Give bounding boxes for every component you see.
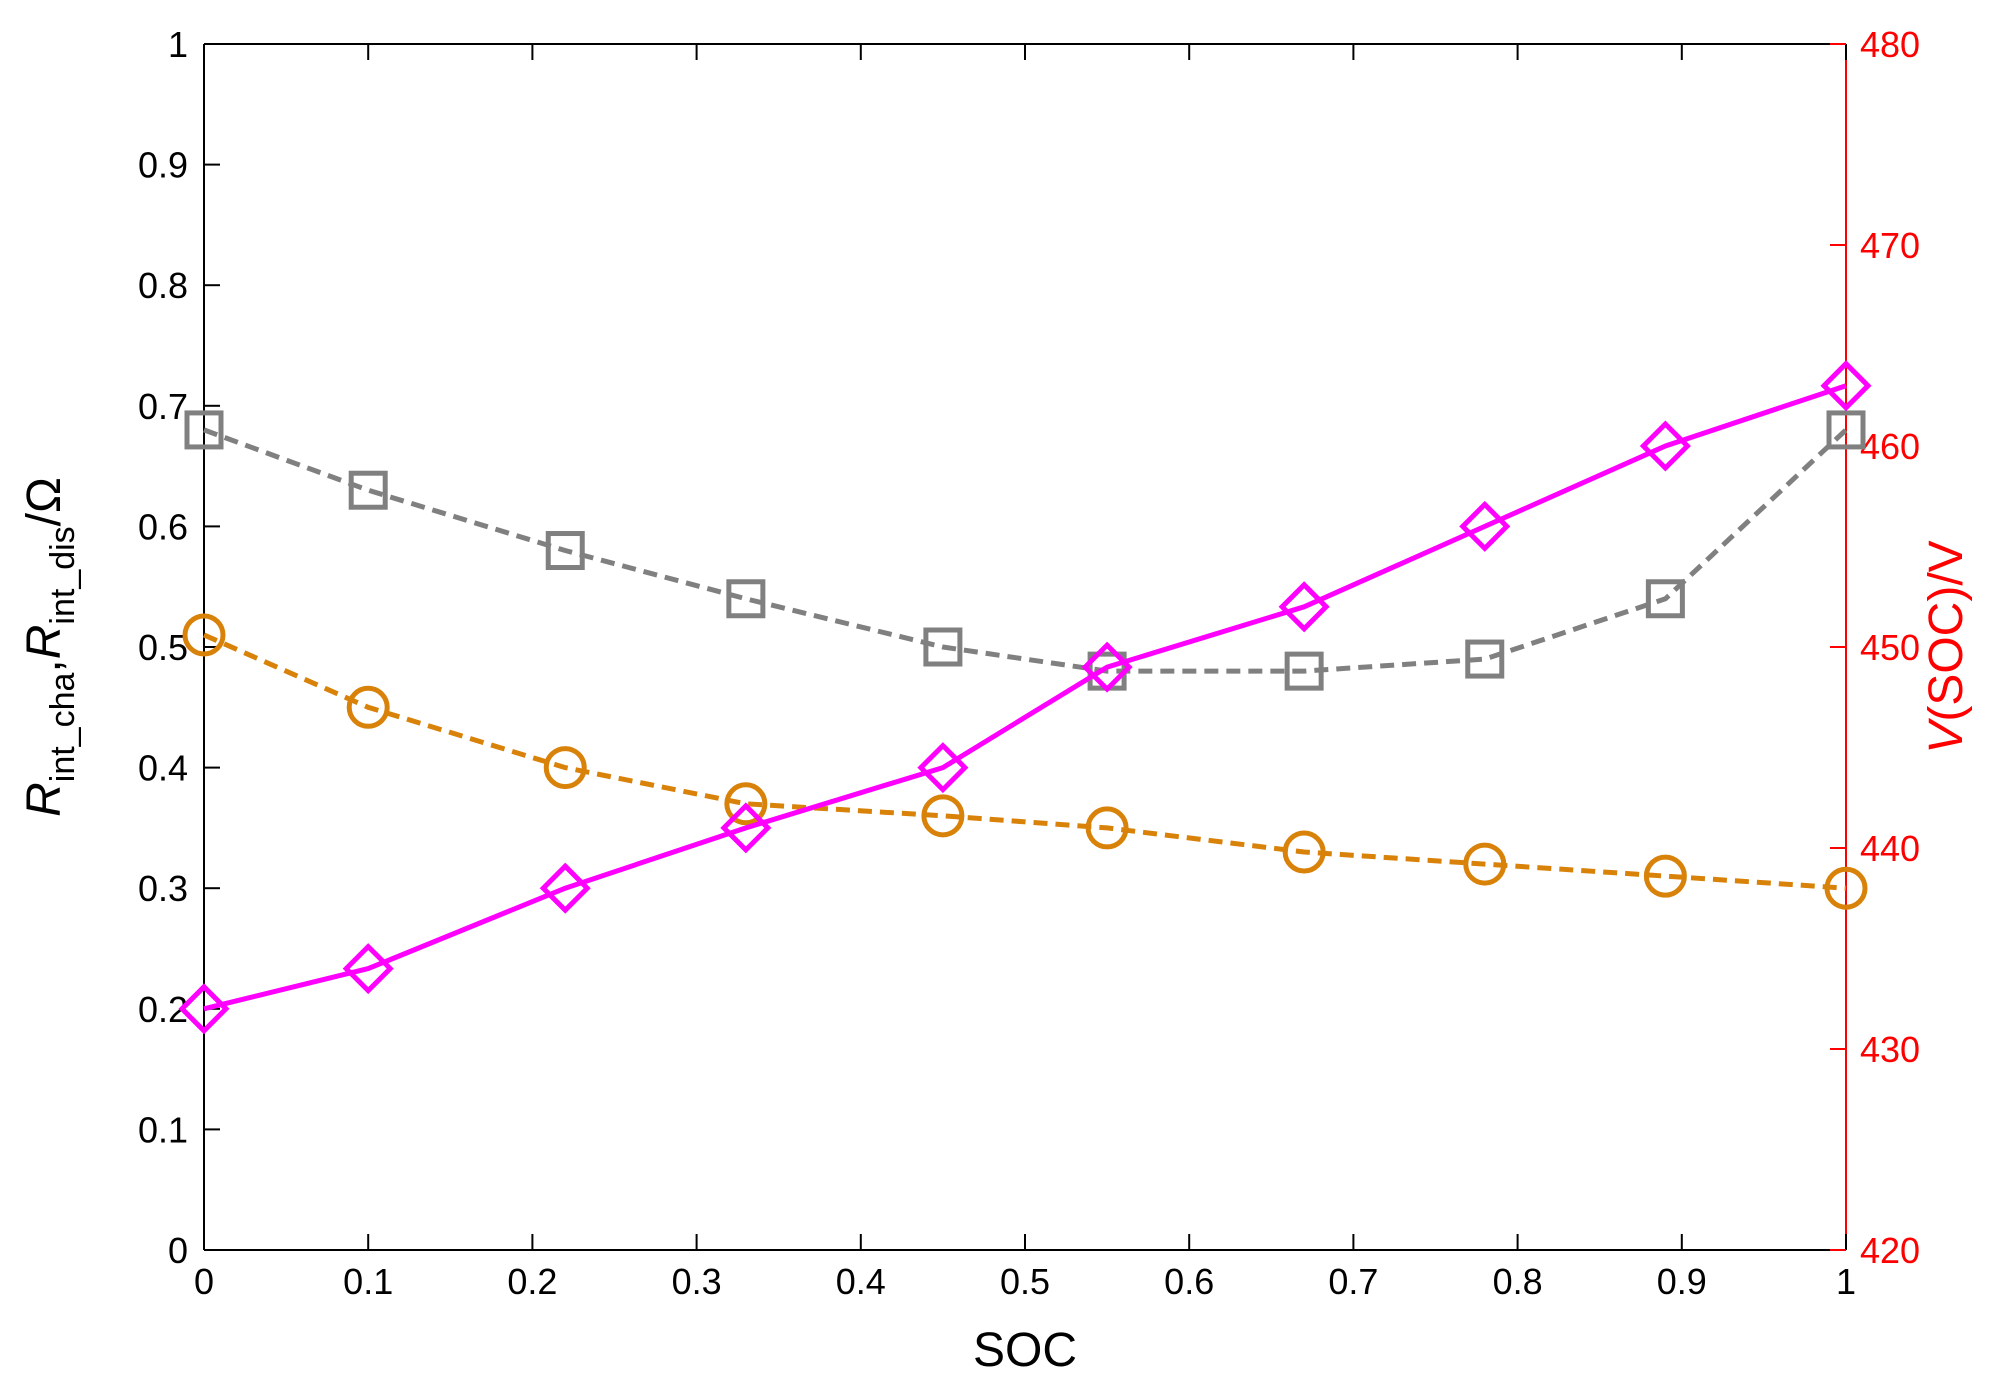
y-left-tick-label: 0.8: [138, 265, 188, 306]
data-point-square: [348, 470, 388, 510]
data-point-circle: [1643, 854, 1687, 898]
data-point-square: [726, 579, 766, 619]
y-left-tick-label: 0.4: [138, 748, 188, 789]
data-point-circle: [1282, 830, 1326, 874]
x-tick-label: 0.5: [1000, 1261, 1050, 1302]
y-right-title-rest: (SOC)/V: [1920, 540, 1973, 721]
x-axis-title: SOC: [973, 1324, 1077, 1375]
y-left-title-sep: ,: [18, 659, 71, 672]
x-tick-label: 0.7: [1328, 1261, 1378, 1302]
y-left-tick-label: 1: [168, 24, 188, 65]
series-line-square: [203, 427, 1848, 674]
data-point-diamond: [917, 742, 969, 794]
y-axis-right-title: V(SOC)/V: [1920, 540, 1973, 753]
series-line-circle: [202, 632, 1847, 891]
x-tick-label: 0.8: [1493, 1261, 1543, 1302]
data-point-square: [1645, 579, 1685, 619]
x-tick-label: 0.1: [343, 1261, 393, 1302]
series-layer: [178, 360, 1872, 1035]
data-point-circle: [346, 685, 390, 729]
y-left-tick-label: 0.7: [138, 386, 188, 427]
series-line-diamond: [203, 383, 1847, 1012]
y-right-tick-label: 430: [1860, 1029, 1920, 1070]
y-left-title-base-1: R: [18, 782, 71, 817]
data-point-circle: [1085, 806, 1129, 850]
x-tick-label: 0.2: [507, 1261, 557, 1302]
data-point-square: [923, 627, 963, 667]
data-point-circle: [921, 794, 965, 838]
data-point-diamond: [720, 802, 772, 854]
data-point-square: [1284, 651, 1324, 691]
ticks-layer: 0 0.1 0.2 0.3 0.4 0.5 0.6 0.7 0.8 0.9 100.10.20.30…: [138, 24, 1920, 1302]
x-tick-label: 0: [194, 1261, 214, 1302]
x-tick-label: 0.3: [672, 1261, 722, 1302]
data-point-diamond: [1278, 581, 1330, 633]
data-point-circle: [724, 782, 768, 826]
y-left-tick-label: 0.9: [138, 145, 188, 186]
x-tick-label: 1: [1836, 1261, 1856, 1302]
y-right-tick-label: 440: [1860, 828, 1920, 869]
y-right-tick-label: 460: [1860, 426, 1920, 467]
data-point-square: [1465, 639, 1505, 679]
x-tick-label: 0.9: [1657, 1261, 1707, 1302]
y-left-title-sub-2: int_dis: [44, 526, 82, 624]
y-left-tick-label: 0.3: [138, 868, 188, 909]
data-point-diamond: [1639, 420, 1691, 472]
y-right-tick-label: 450: [1860, 627, 1920, 668]
y-axis-left-title: Rint_cha,Rint_dis/Ω: [18, 477, 82, 817]
data-point-diamond: [178, 983, 230, 1035]
y-left-tick-label: 0.6: [138, 506, 188, 547]
y-right-tick-label: 470: [1860, 225, 1920, 266]
y-left-title-unit: /Ω: [18, 477, 71, 526]
y-right-title-italic: V: [1920, 718, 1973, 754]
data-point-square: [184, 410, 224, 450]
data-point-diamond: [539, 862, 591, 914]
y-right-tick-label: 420: [1860, 1230, 1920, 1271]
x-tick-label: 0.6: [1164, 1261, 1214, 1302]
y-left-tick-label: 0.5: [138, 627, 188, 668]
y-left-title-base-2: R: [18, 625, 71, 660]
data-point-square: [1826, 410, 1866, 450]
data-point-diamond: [1081, 641, 1133, 693]
data-point-circle: [1824, 866, 1868, 910]
y-right-tick-label: 480: [1860, 24, 1920, 65]
data-point-diamond: [1459, 500, 1511, 552]
y-left-tick-label: 0: [168, 1230, 188, 1271]
data-point-diamond: [342, 943, 394, 995]
y-left-title-sub-1: int_cha: [44, 673, 82, 783]
y-left-tick-label: 0.1: [138, 1109, 188, 1150]
x-tick-label: 0.4: [836, 1261, 886, 1302]
data-point-circle: [1463, 842, 1507, 886]
data-point-circle: [543, 746, 587, 790]
data-point-diamond: [1820, 360, 1872, 412]
data-point-square: [545, 531, 585, 571]
data-point-circle: [182, 613, 226, 657]
